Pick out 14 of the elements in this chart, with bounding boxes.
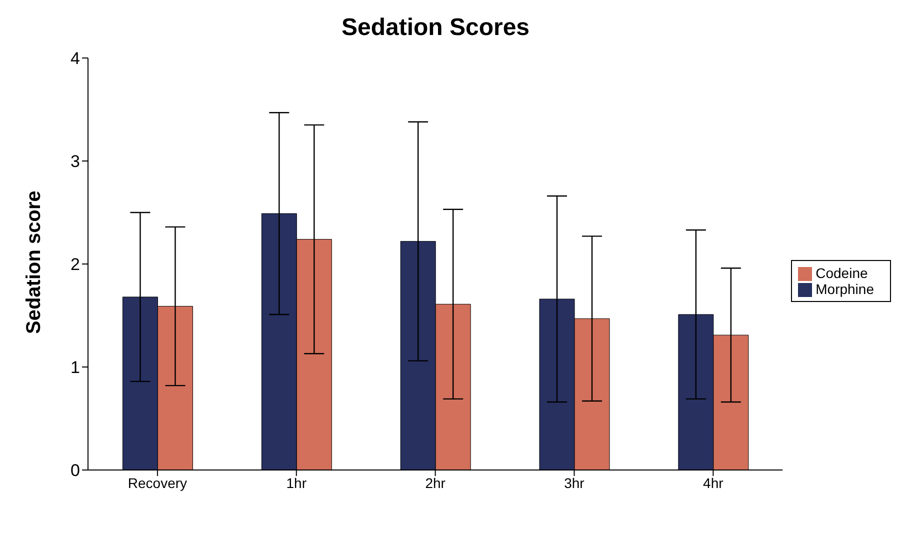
x-tick-label: 1hr	[286, 474, 307, 491]
chart-title: Sedation Scores	[340, 14, 531, 42]
x-tick-label: Recovery	[128, 474, 188, 491]
x-tick-label: 4hr	[703, 474, 724, 491]
x-tick-label: 2hr	[425, 474, 446, 491]
y-tick-label: 1	[70, 358, 80, 378]
y-axis-title: Sedation score	[23, 190, 46, 334]
legend-label: Morphine	[816, 281, 874, 297]
y-tick-label: 3	[70, 152, 80, 172]
legend-label: Codeine	[816, 264, 868, 281]
y-tick-label: 0	[70, 461, 80, 480]
y-tick-label: 4	[70, 49, 80, 68]
x-tick-label: 3hr	[564, 474, 585, 491]
y-tick-label: 2	[70, 255, 80, 274]
